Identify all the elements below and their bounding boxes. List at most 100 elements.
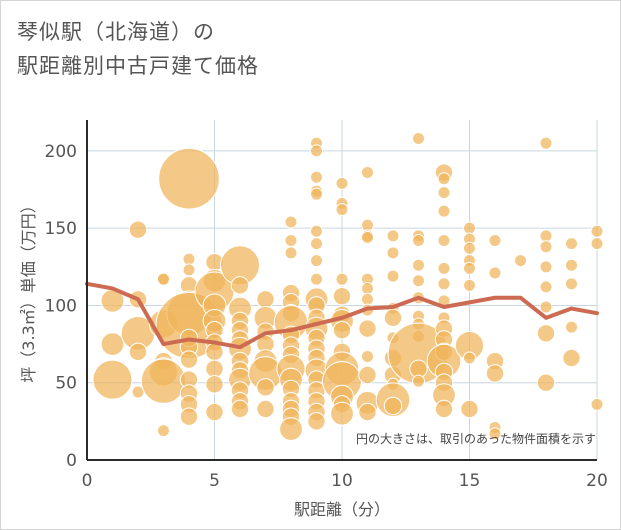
bubble-point — [284, 246, 298, 260]
bubble-point — [284, 234, 298, 248]
bubble-point — [386, 246, 400, 260]
y-tick-label: 50 — [55, 374, 77, 394]
bubble-point — [361, 166, 374, 180]
bubble-point — [383, 308, 403, 328]
bubble-point — [437, 204, 451, 218]
bubble-point — [463, 261, 476, 275]
bubble-point — [539, 300, 553, 314]
bubble-point — [157, 424, 170, 438]
bubble-point — [437, 234, 451, 248]
average-line-layer — [85, 281, 599, 350]
bubble-point — [284, 215, 298, 229]
bubble-point — [361, 292, 374, 306]
y-tick-label: 0 — [66, 451, 77, 471]
bubble-point — [230, 399, 250, 419]
bubble-point — [539, 280, 553, 294]
bubble-point — [182, 252, 196, 266]
bubble-point — [330, 401, 354, 426]
x-tick-label: 0 — [82, 471, 93, 491]
bubble-point — [488, 266, 502, 280]
bubble-point — [590, 224, 604, 238]
x-axis-title: 駅距離（分） — [294, 500, 390, 519]
bubble-point — [358, 319, 377, 338]
bubble-point — [205, 342, 224, 362]
bubble-point — [358, 402, 377, 422]
bubble-point — [158, 147, 220, 210]
bubble-point — [205, 359, 224, 379]
bubble-point — [539, 136, 553, 150]
bubble-point — [412, 274, 425, 288]
bubble-point — [562, 348, 581, 368]
bubble-point — [92, 359, 133, 400]
bubble-point — [128, 342, 148, 362]
bubble-point — [434, 399, 454, 419]
bubble-point — [386, 229, 400, 243]
chart-title: 琴似駅（北海道）の 駅距離別中古戸建て価格 — [17, 15, 259, 83]
chart-title-line2: 駅距離別中古戸建て価格 — [17, 54, 259, 78]
bubble-point — [332, 320, 352, 340]
bubble-point — [539, 260, 553, 274]
bubble-point — [310, 224, 323, 238]
bubble-point — [437, 186, 451, 200]
bubble-point — [256, 290, 275, 309]
bubble-point — [361, 281, 374, 295]
bubble-point — [485, 364, 505, 383]
bubble-point — [179, 350, 199, 369]
x-tick-label: 20 — [586, 471, 608, 491]
bubble-point — [463, 221, 476, 235]
bubble-point — [361, 230, 374, 244]
bubble-point — [565, 277, 578, 291]
bubble-point — [140, 358, 187, 404]
bubble-point — [536, 324, 556, 343]
bubble-point — [310, 237, 323, 251]
bubble-point — [335, 176, 349, 190]
bubble-point — [310, 170, 323, 184]
bubble-point — [157, 272, 170, 286]
chart-title-line1: 琴似駅（北海道）の — [17, 20, 215, 44]
bubble-point — [590, 237, 604, 251]
bubble-point — [361, 218, 374, 232]
bubble-point — [335, 272, 349, 286]
average-price-line — [85, 281, 599, 350]
bubble-point — [412, 234, 425, 248]
bubble-point — [128, 220, 148, 239]
bubble-point — [256, 399, 275, 419]
y-axis-title: 坪（3.3㎡）単価（万円） — [19, 197, 38, 382]
bubble-point — [335, 203, 349, 217]
bubble-point — [565, 320, 578, 334]
bubble-point — [179, 407, 199, 426]
bubble-point — [488, 427, 502, 441]
bubble-point — [310, 187, 323, 201]
bubble-point — [358, 365, 377, 385]
bubble-point — [565, 258, 578, 272]
bubble-point — [182, 263, 196, 277]
bubble-point — [307, 412, 326, 431]
x-tick-label: 10 — [331, 471, 353, 491]
bubble-point — [463, 241, 476, 255]
bubble-point — [310, 272, 323, 286]
y-tick-label: 100 — [45, 296, 77, 316]
bubble-point — [437, 261, 451, 275]
bubble-point — [310, 144, 323, 158]
bubble-point — [256, 378, 275, 397]
x-tick-label: 5 — [209, 471, 220, 491]
bubble-point — [463, 278, 476, 292]
bubble-point — [386, 269, 400, 283]
bubble-point — [412, 132, 425, 146]
bubble-point — [488, 234, 502, 248]
bubble-point — [539, 240, 553, 254]
bubble-point — [279, 417, 303, 441]
bubble-point — [332, 286, 352, 306]
size-legend-note: 円の大きさは、取引のあった物件面積を示す — [356, 431, 596, 446]
x-tick-label: 15 — [459, 471, 481, 491]
bubble-point — [412, 374, 425, 388]
bubble-point — [463, 351, 476, 365]
bubble-point — [310, 254, 323, 268]
bubble-point — [565, 237, 578, 251]
bubble-point — [437, 172, 451, 186]
bubble-point — [361, 349, 374, 363]
bubble-point — [205, 375, 224, 394]
y-tick-label: 200 — [45, 142, 77, 162]
